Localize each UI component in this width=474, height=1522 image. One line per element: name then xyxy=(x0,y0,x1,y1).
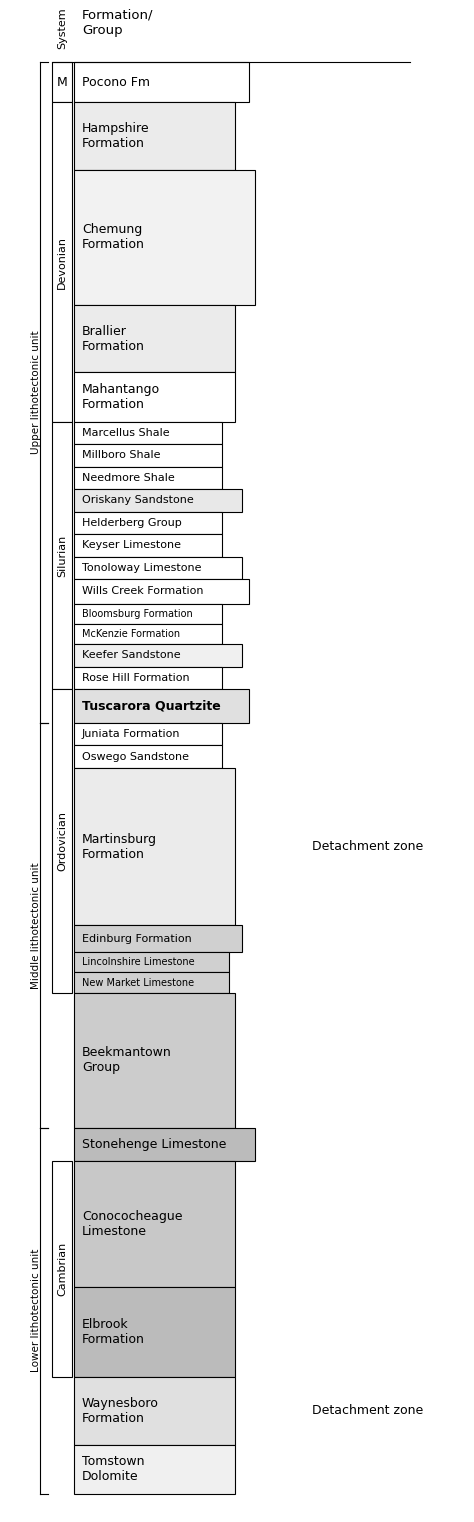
Text: Elbrook
Formation: Elbrook Formation xyxy=(82,1318,145,1345)
Text: Chemung
Formation: Chemung Formation xyxy=(82,224,145,251)
Bar xyxy=(74,746,222,769)
Text: Devonian: Devonian xyxy=(57,236,67,289)
Bar xyxy=(52,62,72,102)
Text: Juniata Formation: Juniata Formation xyxy=(82,729,181,740)
Text: Mahantango
Formation: Mahantango Formation xyxy=(82,384,160,411)
Bar xyxy=(74,667,222,689)
Bar xyxy=(52,1161,72,1377)
Text: Beekmantown
Group: Beekmantown Group xyxy=(82,1046,172,1075)
Text: Upper lithotectonic unit: Upper lithotectonic unit xyxy=(31,330,41,454)
Bar xyxy=(74,624,222,644)
Bar xyxy=(74,304,235,373)
Text: New Market Limestone: New Market Limestone xyxy=(82,977,194,988)
Bar xyxy=(52,689,72,992)
Bar xyxy=(52,102,72,422)
Bar xyxy=(52,422,72,689)
Bar xyxy=(74,1288,235,1377)
Text: Wills Creek Formation: Wills Creek Formation xyxy=(82,586,203,597)
Bar xyxy=(74,925,242,953)
Text: Needmore Shale: Needmore Shale xyxy=(82,473,175,482)
Bar xyxy=(74,604,222,624)
Bar xyxy=(74,723,222,746)
Text: Tuscarora Quartzite: Tuscarora Quartzite xyxy=(82,700,221,712)
Text: Oswego Sandstone: Oswego Sandstone xyxy=(82,752,189,761)
Text: Formation/
Group: Formation/ Group xyxy=(82,9,154,37)
Text: Detachment zone: Detachment zone xyxy=(312,1405,423,1417)
Bar xyxy=(74,1377,235,1444)
Text: McKenzie Formation: McKenzie Formation xyxy=(82,629,180,639)
Text: Lower lithotectonic unit: Lower lithotectonic unit xyxy=(31,1250,41,1373)
Bar xyxy=(74,973,228,992)
Bar xyxy=(74,1128,255,1161)
Bar xyxy=(74,444,222,467)
Bar xyxy=(74,769,235,925)
Text: Pocono Fm: Pocono Fm xyxy=(82,76,150,88)
Bar xyxy=(74,644,242,667)
Text: Middle lithotectonic unit: Middle lithotectonic unit xyxy=(31,861,41,989)
Text: Silurian: Silurian xyxy=(57,534,67,577)
Bar xyxy=(74,102,235,170)
Bar xyxy=(74,62,249,102)
Text: Conococheague
Limestone: Conococheague Limestone xyxy=(82,1210,182,1239)
Text: Stonehenge Limestone: Stonehenge Limestone xyxy=(82,1138,227,1151)
Bar xyxy=(74,953,228,973)
Text: Brallier
Formation: Brallier Formation xyxy=(82,324,145,353)
Text: Millboro Shale: Millboro Shale xyxy=(82,451,161,461)
Text: Bloomsburg Formation: Bloomsburg Formation xyxy=(82,609,193,619)
Bar xyxy=(74,534,222,557)
Bar xyxy=(74,557,242,578)
Bar xyxy=(74,992,235,1128)
Text: Detachment zone: Detachment zone xyxy=(312,840,423,852)
Text: Waynesboro
Formation: Waynesboro Formation xyxy=(82,1397,159,1425)
Bar xyxy=(74,422,222,444)
Text: Rose Hill Formation: Rose Hill Formation xyxy=(82,673,190,683)
Bar xyxy=(74,1161,235,1288)
Bar xyxy=(74,373,235,422)
Text: Keyser Limestone: Keyser Limestone xyxy=(82,540,181,551)
Text: Martinsburg
Formation: Martinsburg Formation xyxy=(82,833,157,860)
Text: Ordovician: Ordovician xyxy=(57,811,67,871)
Text: Helderberg Group: Helderberg Group xyxy=(82,517,182,528)
Text: Lincolnshire Limestone: Lincolnshire Limestone xyxy=(82,957,195,968)
Text: Oriskany Sandstone: Oriskany Sandstone xyxy=(82,495,194,505)
Text: Tonoloway Limestone: Tonoloway Limestone xyxy=(82,563,201,572)
Bar xyxy=(74,489,242,511)
Bar xyxy=(74,467,222,489)
Text: Keefer Sandstone: Keefer Sandstone xyxy=(82,650,181,661)
Bar xyxy=(74,1444,235,1495)
Bar xyxy=(74,511,222,534)
Text: Cambrian: Cambrian xyxy=(57,1242,67,1297)
Text: Hampshire
Formation: Hampshire Formation xyxy=(82,122,150,151)
Text: Tomstown
Dolomite: Tomstown Dolomite xyxy=(82,1455,145,1484)
Bar xyxy=(74,578,249,604)
Bar xyxy=(74,689,249,723)
Text: M: M xyxy=(56,76,67,88)
Text: Edinburg Formation: Edinburg Formation xyxy=(82,933,192,944)
Text: System: System xyxy=(57,8,67,49)
Text: Marcellus Shale: Marcellus Shale xyxy=(82,428,170,438)
Bar xyxy=(74,170,255,304)
